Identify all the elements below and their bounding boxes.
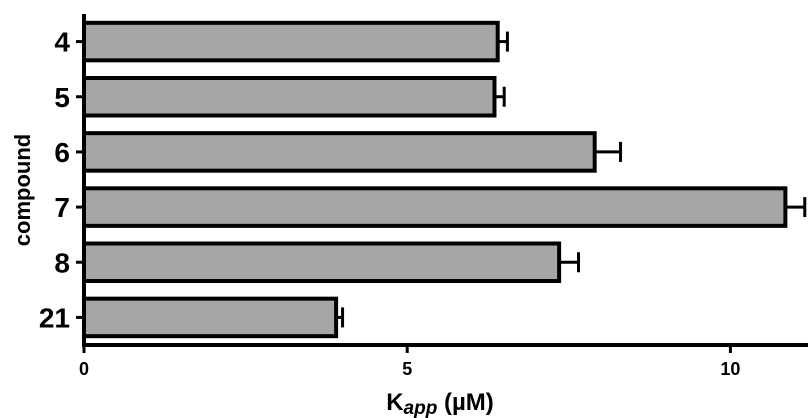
y-axis-ticks: 4 5 6 7 8 21 [39, 27, 84, 333]
y-axis-title: compound [10, 134, 35, 246]
x-tick-label-10: 10 [720, 359, 740, 379]
x-axis-title-unit: (µM) [437, 389, 493, 416]
y-tick-label-5: 5 [54, 82, 70, 113]
y-tick-label-21: 21 [39, 302, 70, 333]
y-tick-label-8: 8 [54, 247, 70, 278]
x-axis-title-main: K [386, 389, 404, 416]
bar-4 [82, 20, 500, 63]
bar-8 [82, 241, 562, 284]
y-tick-label-6: 6 [54, 137, 70, 168]
y-tick-label-4: 4 [54, 27, 70, 58]
bars-group [82, 20, 788, 339]
bar-21 [82, 296, 339, 339]
x-tick-label-5: 5 [402, 359, 412, 379]
bar-7 [82, 186, 788, 228]
bar-5 [82, 75, 497, 118]
x-axis-ticks: 0 5 10 [79, 345, 740, 379]
error-bars-group [336, 31, 807, 328]
x-tick-label-0: 0 [79, 359, 89, 379]
x-axis-title-subscript: app [404, 398, 438, 418]
y-tick-label-7: 7 [54, 192, 70, 223]
bar-6 [82, 131, 597, 173]
x-axis-title: Kapp (µM) [386, 389, 494, 418]
